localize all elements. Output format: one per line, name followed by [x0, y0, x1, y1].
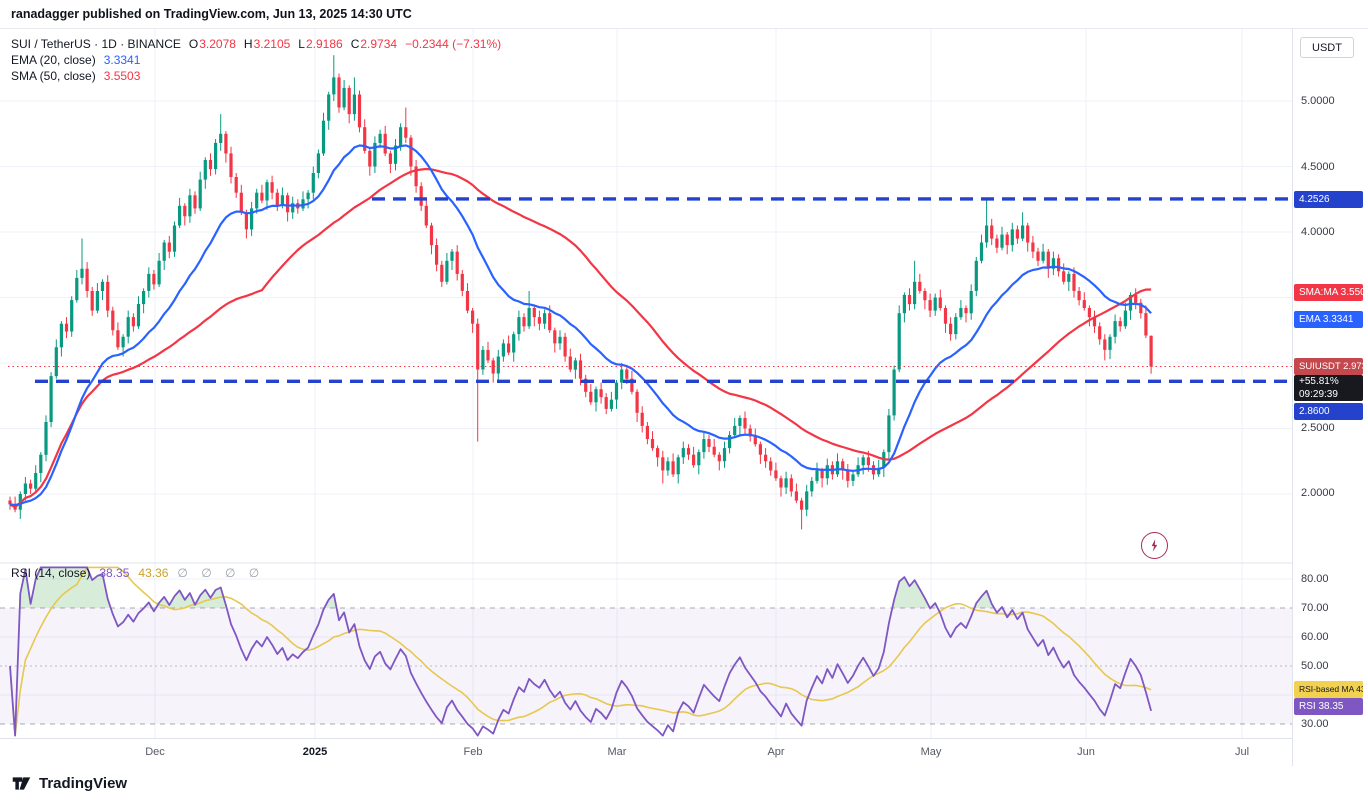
rsi-ma-line	[9, 566, 1152, 736]
axis-label: 2.0000	[1301, 487, 1335, 499]
time-axis-label: Dec	[145, 746, 165, 758]
publish-bar: ranadagger published on TradingView.com,…	[0, 0, 1368, 28]
legend-separator: ·	[120, 37, 125, 51]
lightning-icon	[1151, 539, 1158, 552]
rsi-line	[9, 566, 1152, 737]
badge-line: +55.81%	[1299, 376, 1339, 387]
axis-label: 60.00	[1301, 631, 1329, 643]
currency-unit-toggle[interactable]: USDT	[1300, 37, 1354, 58]
axis-label: 80.00	[1301, 573, 1329, 585]
axis-label: 5.0000	[1301, 95, 1335, 107]
ohlc-high: H 3.2105	[243, 37, 291, 51]
legend-separator: ·	[94, 37, 99, 51]
rsi-name: RSI (14, close)	[11, 566, 91, 580]
axis-label: 70.00	[1301, 602, 1329, 614]
axis-label: 50.00	[1301, 660, 1329, 672]
sma-value: 3.5503	[103, 69, 141, 83]
support-level-badge: 2.8600	[1294, 403, 1363, 420]
sma-name: SMA (50, close)	[11, 69, 96, 83]
chart-plot[interactable]	[0, 29, 1292, 738]
exchange-label: BINANCE	[127, 37, 181, 51]
ohlc-open: O 3.2078	[188, 37, 236, 51]
ohlc-close: C 2.9734	[350, 37, 398, 51]
last-price-badge: SUIUSDT 2.9734	[1294, 358, 1363, 375]
axis-label: 2.5000	[1301, 422, 1335, 434]
time-axis[interactable]: Dec 2025 Feb Mar Apr May Jun Jul	[0, 738, 1292, 766]
time-axis-label: Jun	[1077, 746, 1095, 758]
time-axis-label: May	[920, 746, 942, 758]
ema-name: EMA (20, close)	[11, 53, 96, 67]
sma-line	[9, 167, 1152, 509]
publish-info: ranadagger published on TradingView.com,…	[11, 7, 412, 21]
time-axis-label: Apr	[767, 746, 785, 758]
change-label: −0.2344 (−7.31%)	[405, 37, 502, 51]
ema-line	[9, 144, 1152, 507]
tradingview-logo	[12, 777, 31, 790]
rsi-ma-value: 43.36	[138, 566, 169, 580]
resistance-level-badge: 4.2526	[1294, 191, 1363, 208]
sma-legend-row[interactable]: SMA (50, close) 3.5503	[11, 68, 501, 84]
time-axis-label: 2025	[302, 746, 328, 758]
badge-line: 09:29:39	[1299, 389, 1338, 400]
ema-value-badge: EMA 3.3341	[1294, 311, 1363, 328]
axis-label: 4.5000	[1301, 161, 1335, 173]
rsi-value: 38.35	[99, 566, 130, 580]
rsi-legend[interactable]: RSI (14, close) 38.35 43.36 ∅ ∅ ∅ ∅	[11, 566, 264, 580]
interval-label: 1D	[101, 37, 117, 51]
rsi-overbought-fill	[19, 567, 1003, 608]
time-axis-label: Jul	[1234, 746, 1250, 758]
axis-label: 4.0000	[1301, 226, 1335, 238]
time-axis-label: Feb	[463, 746, 483, 758]
footer-bar: TradingView	[0, 765, 1368, 801]
time-axis-label: Mar	[607, 746, 627, 758]
price-axis[interactable]: USDT 5.0000 4.5000 4.0000 2.5000 2.0000 80.00…	[1292, 29, 1368, 766]
ohlc-low: L 2.9186	[298, 37, 343, 51]
axis-label: 30.00	[1301, 718, 1329, 730]
symbol-title[interactable]: SUI / TetherUS · 1D · BINANCE	[11, 36, 181, 52]
pane-separator[interactable]	[0, 562, 1292, 565]
symbol-name: SUI / TetherUS	[11, 37, 91, 51]
countdown-badge: +55.81% 09:29:39	[1294, 375, 1363, 401]
rsi-value-badge: RSI 38.35	[1294, 698, 1363, 715]
ema-legend-row[interactable]: EMA (20, close) 3.3341	[11, 52, 501, 68]
flash-button[interactable]	[1141, 532, 1168, 559]
ema-value: 3.3341	[103, 53, 141, 67]
disabled-plots-icons: ∅ ∅ ∅ ∅	[177, 566, 265, 580]
rsi-ma-value-badge: RSI-based MA 43.36	[1294, 681, 1363, 698]
brand-name: TradingView	[39, 775, 128, 792]
candles-layer	[8, 55, 1153, 530]
sma-value-badge: SMA:MA 3.5503	[1294, 284, 1363, 301]
